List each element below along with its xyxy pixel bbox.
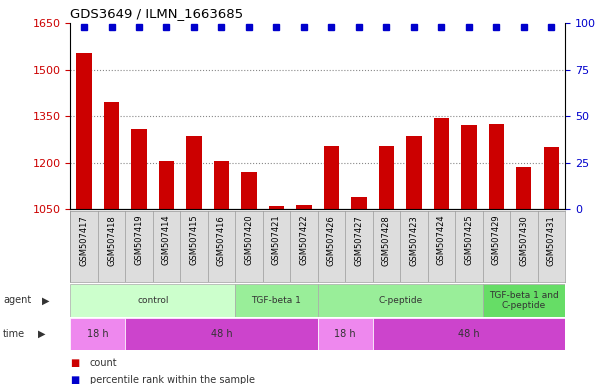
Bar <box>125 318 318 350</box>
Bar <box>214 161 229 209</box>
Text: GSM507430: GSM507430 <box>519 215 529 265</box>
Text: percentile rank within the sample: percentile rank within the sample <box>90 375 255 384</box>
Text: GSM507428: GSM507428 <box>382 215 391 265</box>
Text: GSM507425: GSM507425 <box>464 215 474 265</box>
Bar <box>373 318 565 350</box>
Bar <box>351 197 367 209</box>
Text: TGF-beta 1 and
C-peptide: TGF-beta 1 and C-peptide <box>489 291 559 310</box>
Text: 18 h: 18 h <box>334 329 356 339</box>
Bar <box>318 318 373 350</box>
Text: 48 h: 48 h <box>211 329 232 339</box>
Text: GSM507423: GSM507423 <box>409 215 419 265</box>
Bar <box>241 172 257 209</box>
Bar <box>489 124 504 209</box>
Bar <box>406 136 422 209</box>
Text: count: count <box>90 358 117 368</box>
Text: GSM507426: GSM507426 <box>327 215 336 265</box>
Text: GSM507417: GSM507417 <box>79 215 89 265</box>
Bar <box>186 136 202 209</box>
Text: agent: agent <box>3 295 31 306</box>
Bar <box>159 161 174 209</box>
Text: C-peptide: C-peptide <box>378 296 422 305</box>
Text: TGF-beta 1: TGF-beta 1 <box>252 296 301 305</box>
Text: GSM507419: GSM507419 <box>134 215 144 265</box>
Text: GSM507416: GSM507416 <box>217 215 226 265</box>
Bar <box>70 284 235 317</box>
Bar <box>434 118 449 209</box>
Text: control: control <box>137 296 169 305</box>
Bar <box>104 102 119 209</box>
Bar <box>483 284 565 317</box>
Bar <box>131 129 147 209</box>
Bar <box>269 206 284 209</box>
Text: ▶: ▶ <box>42 295 49 306</box>
Text: GSM507424: GSM507424 <box>437 215 446 265</box>
Text: GSM507422: GSM507422 <box>299 215 309 265</box>
Bar <box>324 146 339 209</box>
Bar <box>296 205 312 209</box>
Text: GSM507427: GSM507427 <box>354 215 364 265</box>
Bar <box>461 126 477 209</box>
Text: 48 h: 48 h <box>458 329 480 339</box>
Bar <box>70 318 125 350</box>
Bar <box>379 146 394 209</box>
Text: GSM507415: GSM507415 <box>189 215 199 265</box>
Text: 18 h: 18 h <box>87 329 109 339</box>
Text: ■: ■ <box>70 375 79 384</box>
Text: GSM507429: GSM507429 <box>492 215 501 265</box>
Text: GSM507420: GSM507420 <box>244 215 254 265</box>
Bar <box>235 284 318 317</box>
Text: ▶: ▶ <box>38 329 45 339</box>
Text: time: time <box>3 329 25 339</box>
Bar <box>516 167 532 209</box>
Text: ■: ■ <box>70 358 79 368</box>
Text: GSM507421: GSM507421 <box>272 215 281 265</box>
Text: GSM507431: GSM507431 <box>547 215 556 265</box>
Bar <box>544 147 559 209</box>
Text: GDS3649 / ILMN_1663685: GDS3649 / ILMN_1663685 <box>70 7 243 20</box>
Bar <box>318 284 483 317</box>
Bar <box>76 53 92 209</box>
Text: GSM507418: GSM507418 <box>107 215 116 265</box>
Text: GSM507414: GSM507414 <box>162 215 171 265</box>
